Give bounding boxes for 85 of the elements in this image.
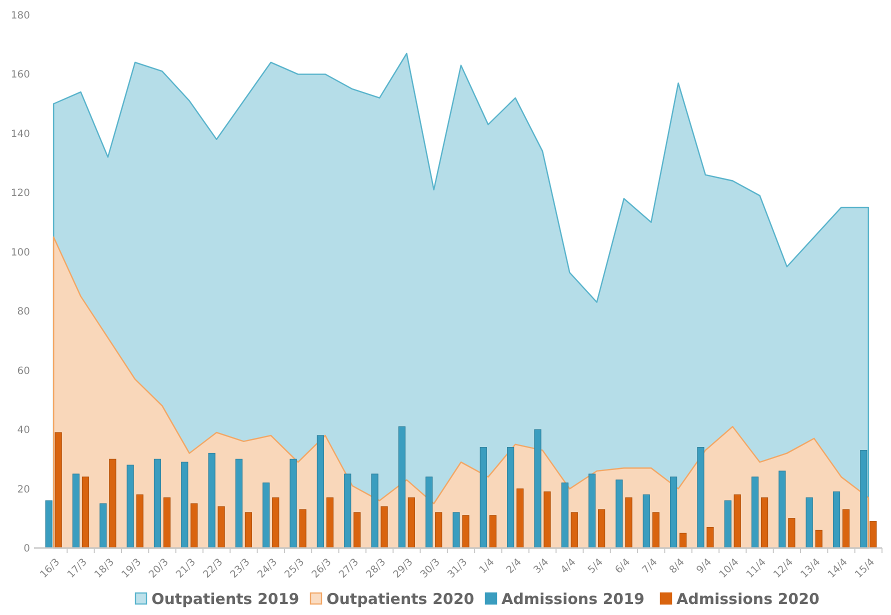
bar [380, 506, 388, 548]
bar [679, 532, 687, 548]
bar [109, 458, 116, 548]
bar [136, 494, 144, 548]
bar [788, 518, 796, 548]
bar [706, 526, 714, 548]
y-tick-label: 180 [10, 10, 30, 22]
x-tick-label: 7/4 [640, 556, 660, 576]
bar [181, 462, 188, 548]
bar [299, 509, 306, 548]
bar [154, 458, 162, 548]
x-tick-label: 4/4 [559, 556, 578, 576]
bar [697, 447, 704, 548]
bar [54, 432, 62, 548]
y-tick-label: 80 [17, 306, 30, 318]
bar [588, 474, 596, 548]
bar [507, 447, 514, 548]
legend-label: Admissions 2020 [676, 590, 820, 608]
y-tick-label: 0 [24, 544, 30, 554]
x-tick-label: 8/4 [668, 556, 687, 576]
bar [642, 494, 650, 548]
bar [190, 503, 198, 548]
x-tick-label: 3/4 [532, 556, 552, 576]
y-tick-label: 140 [10, 128, 30, 140]
bar [652, 512, 660, 548]
bar [625, 497, 632, 548]
bar [561, 482, 568, 548]
legend-label: Admissions 2019 [502, 590, 644, 608]
bar [262, 482, 270, 548]
bar [126, 464, 134, 548]
y-tick-label: 100 [10, 247, 30, 258]
legend-label: Outpatients 2019 [152, 590, 300, 608]
y-tick-label: 20 [17, 484, 30, 496]
bar [45, 500, 52, 548]
bar [462, 515, 470, 548]
bar [480, 447, 487, 548]
x-tick-label: 1/4 [478, 556, 497, 576]
bar [208, 452, 216, 548]
bar [163, 497, 171, 548]
x-tick-label: 6/4 [613, 556, 633, 576]
bar [344, 474, 352, 548]
bar [244, 512, 252, 548]
y-tick-label: 120 [10, 188, 30, 200]
bar [398, 426, 406, 548]
bar [326, 497, 334, 548]
bar [290, 458, 297, 548]
x-tick-label: 9/4 [694, 556, 714, 576]
bar [235, 458, 243, 548]
bar [832, 491, 840, 548]
bar [870, 521, 877, 548]
x-tick-label: 2/4 [504, 556, 524, 576]
bar [598, 509, 606, 548]
x-tick-label: 5/4 [586, 556, 606, 576]
bar [272, 497, 280, 548]
bar [218, 506, 225, 548]
bar [544, 491, 551, 548]
bar [100, 503, 107, 548]
bar [806, 497, 813, 548]
bar [408, 497, 415, 548]
bar [452, 512, 460, 548]
bar [316, 435, 324, 548]
y-tick-label: 60 [17, 366, 30, 377]
bar [570, 512, 578, 548]
bar [778, 470, 786, 548]
bar [670, 476, 678, 548]
y-tick-label: 160 [10, 70, 30, 81]
legend-label: Outpatients 2020 [326, 590, 474, 608]
bar [435, 512, 442, 548]
bar [354, 512, 361, 548]
bar [72, 474, 80, 548]
bar [724, 500, 732, 548]
y-tick-label: 40 [17, 425, 30, 436]
bar [534, 429, 542, 548]
bar [371, 474, 378, 548]
bar [734, 494, 741, 548]
bar [860, 450, 868, 548]
bar [751, 476, 759, 548]
bar [516, 488, 524, 548]
bar [760, 497, 768, 548]
bar [489, 515, 496, 548]
bar [815, 530, 822, 548]
bar [616, 480, 623, 548]
bar [426, 476, 433, 548]
bar [842, 509, 850, 548]
bar [82, 476, 90, 548]
